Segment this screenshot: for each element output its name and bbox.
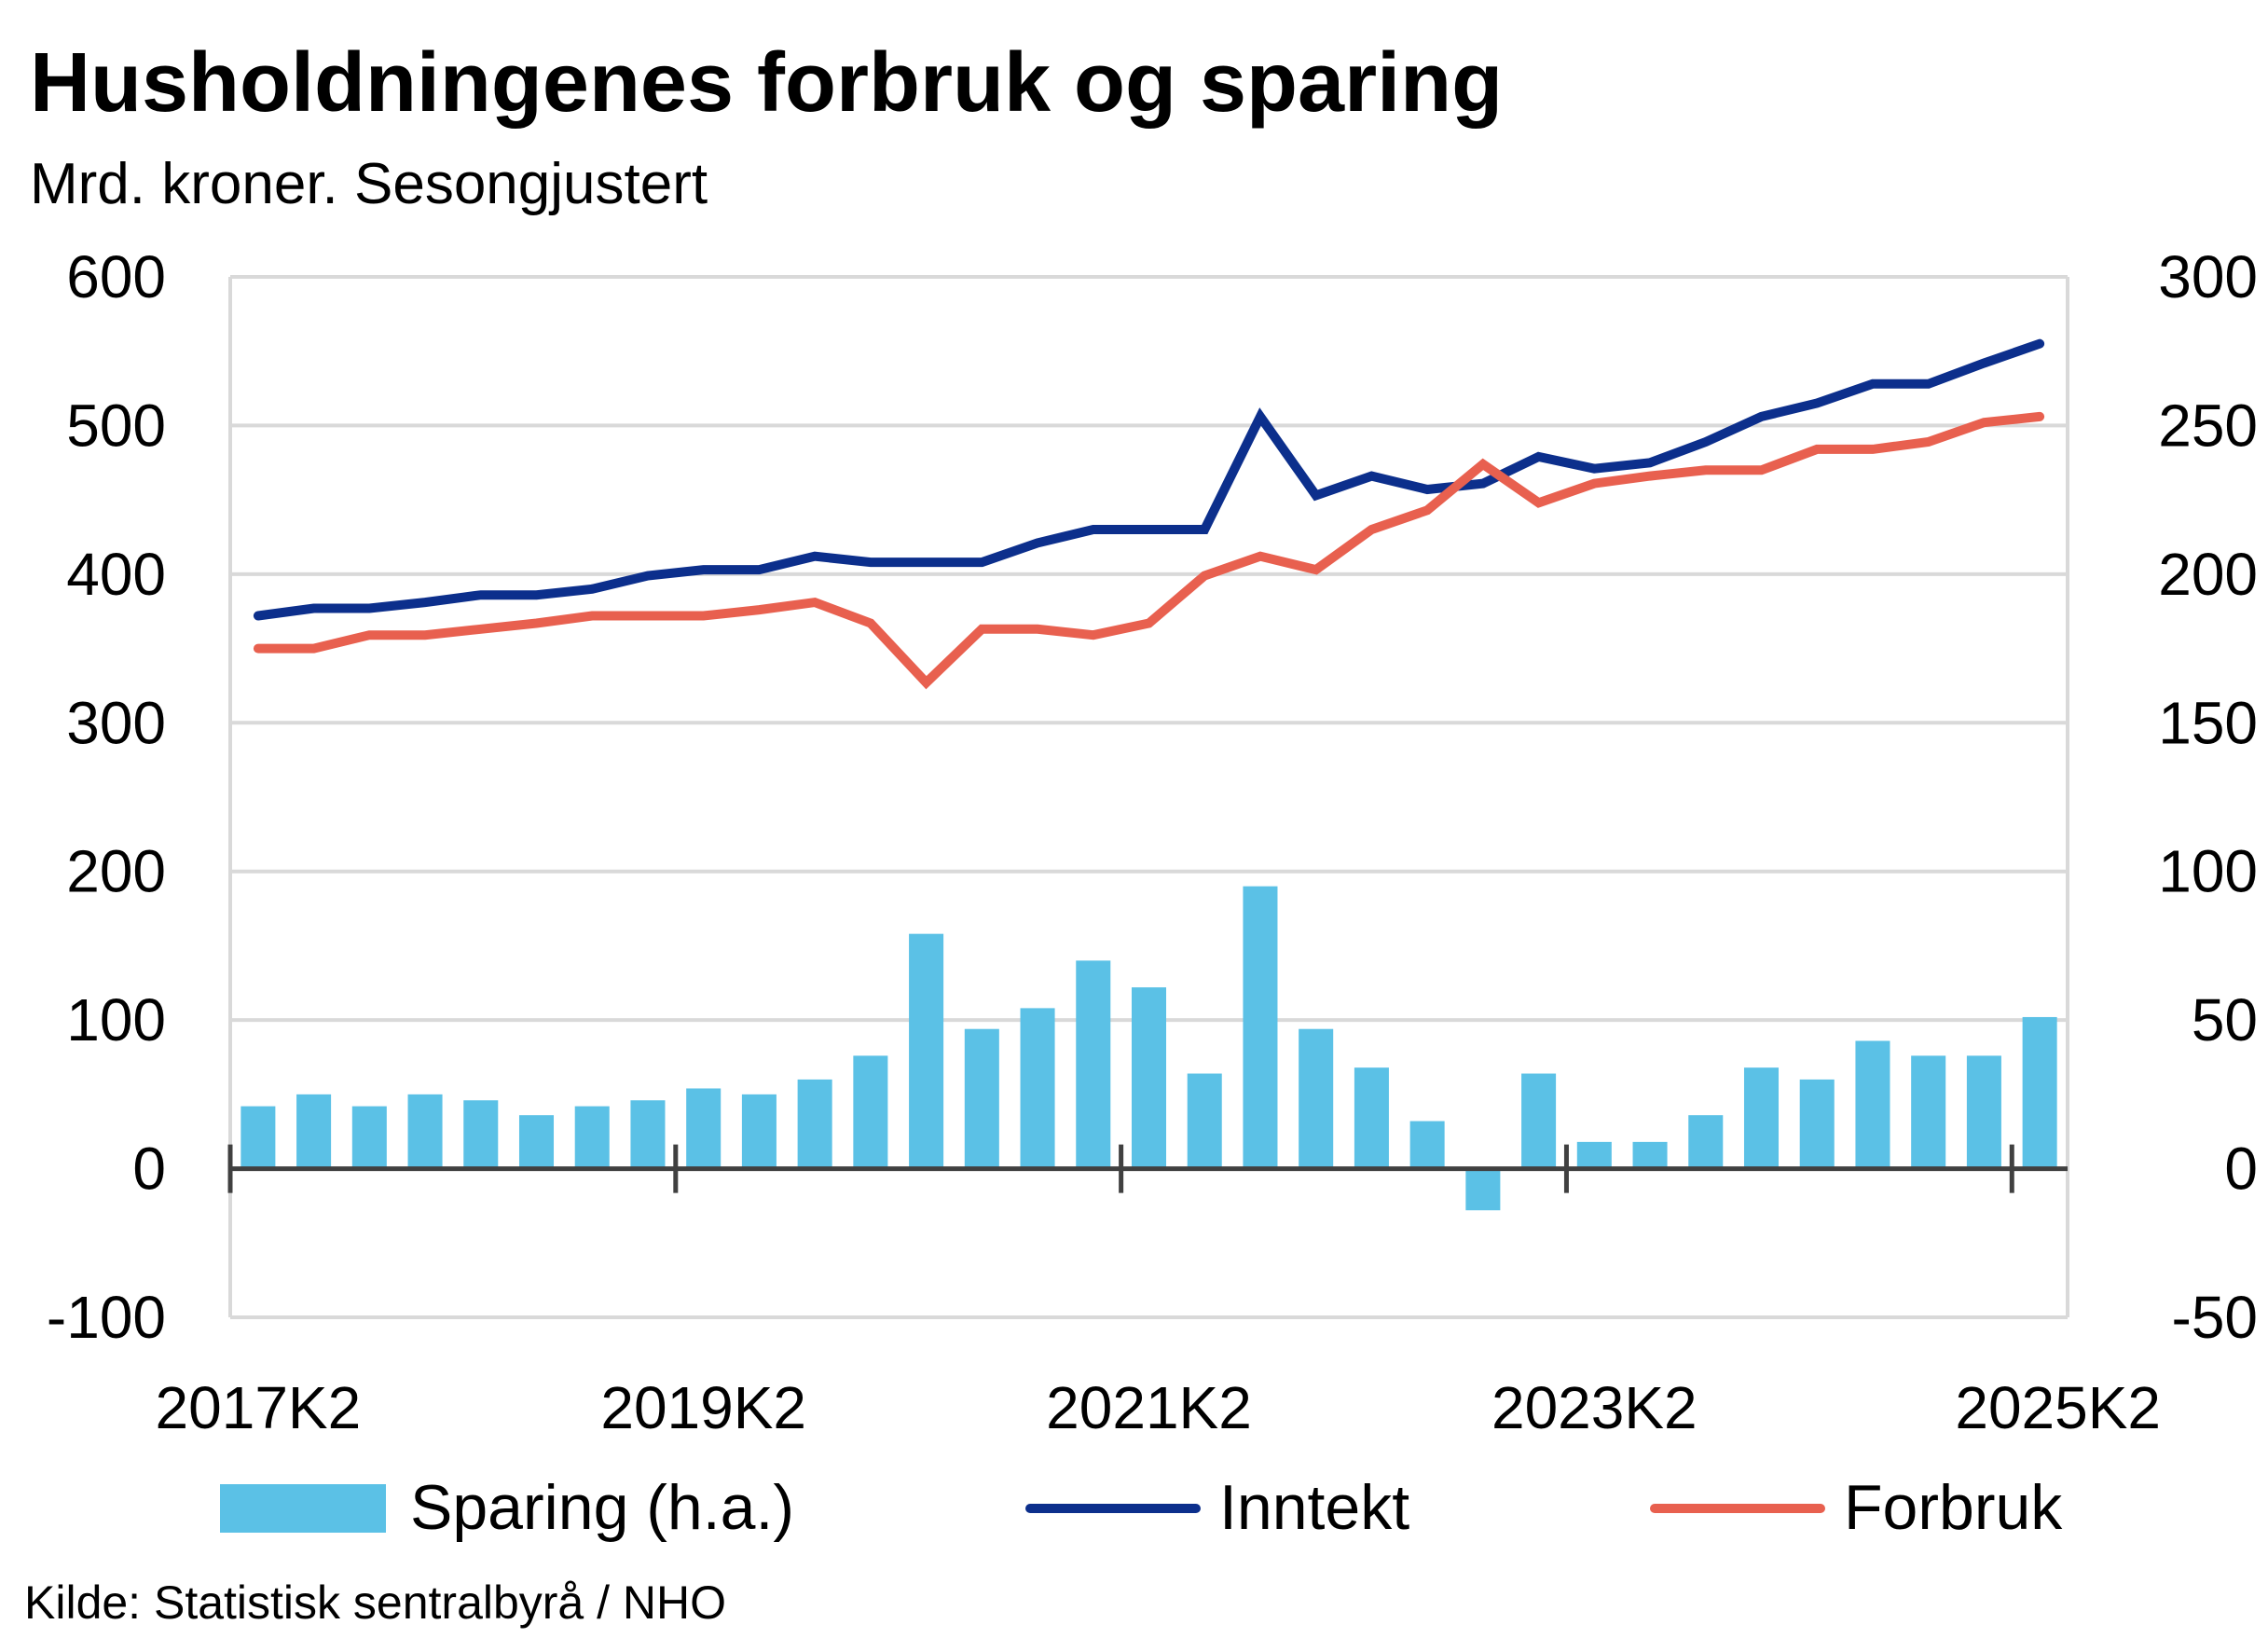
y-left-tick-label: 0 (132, 1136, 166, 1203)
sparing-bar (1799, 1079, 1835, 1169)
sparing-bar (518, 1115, 555, 1169)
sparing-bar (351, 1106, 387, 1169)
legend-swatch-sparing (220, 1484, 386, 1533)
x-tick-label: 2019K2 (600, 1374, 806, 1441)
chart-subtitle: Mrd. kroner. Sesongjustert (30, 152, 708, 216)
y-right-tick-label: 150 (2158, 689, 2258, 756)
sparing-bar (241, 1106, 276, 1169)
tick-labels: -100 0 100 200 300 400 500 600 -50 0 50 100 150 200 25… (47, 243, 2258, 1441)
x-tick-label: 2023K2 (1491, 1374, 1698, 1441)
sparing-bar (1576, 1141, 1612, 1169)
y-right-tick-label: 200 (2158, 541, 2258, 608)
sparing-bars (241, 886, 2057, 1211)
inntekt-line (253, 338, 2045, 621)
sparing-bar (2022, 1016, 2057, 1169)
sparing-bar (1521, 1073, 1557, 1169)
sparing-bar (1855, 1040, 1890, 1169)
legend-label-sparing: Sparing (h.a.) (410, 1472, 794, 1543)
y-right-tick-label: -50 (2172, 1284, 2259, 1351)
y-left-tick-label: -100 (47, 1284, 166, 1351)
legend-label-forbruk: Forbruk (1844, 1472, 2063, 1543)
x-tick-label: 2017K2 (156, 1374, 362, 1441)
legend: Sparing (h.a.) Inntekt Forbruk (220, 1472, 2063, 1543)
sparing-bar (964, 1028, 999, 1169)
forbruk-line (253, 411, 2045, 690)
sparing-bar (407, 1094, 443, 1169)
sparing-bar (1020, 1008, 1055, 1169)
sparing-bar (797, 1079, 832, 1169)
sparing-bar (1911, 1055, 1946, 1169)
sparing-bar (1465, 1168, 1501, 1211)
y-left-tick-label: 300 (66, 689, 166, 756)
sparing-bar (1688, 1115, 1724, 1169)
sparing-bar (1131, 987, 1167, 1169)
sparing-bar (909, 933, 944, 1169)
y-right-tick-label: 250 (2158, 392, 2258, 459)
y-left-tick-label: 400 (66, 541, 166, 608)
sparing-bar (1354, 1067, 1389, 1169)
sparing-bar (574, 1106, 610, 1169)
y-right-tick-label: 100 (2158, 838, 2258, 905)
sparing-bar (686, 1088, 722, 1169)
x-tick-label: 2021K2 (1046, 1374, 1252, 1441)
x-axis (227, 1144, 2068, 1193)
y-left-tick-label: 500 (66, 392, 166, 459)
source-note: Kilde: Statistisk sentralbyrå / NHO (24, 1576, 727, 1629)
sparing-bar (463, 1100, 499, 1169)
sparing-bar (630, 1100, 666, 1169)
sparing-bar (1409, 1121, 1445, 1169)
sparing-bar (1743, 1067, 1780, 1169)
grid-lines (228, 275, 2069, 1319)
sparing-bar (296, 1094, 332, 1169)
y-left-tick-label: 600 (66, 243, 166, 310)
sparing-bar (741, 1094, 777, 1169)
legend-label-inntekt: Inntekt (1219, 1472, 1409, 1543)
x-tick-label: 2025K2 (1955, 1374, 2161, 1441)
chart-title: Husholdningenes forbruk og sparing (30, 36, 1504, 130)
y-right-tick-label: 0 (2224, 1136, 2258, 1203)
sparing-bar (1187, 1073, 1222, 1169)
sparing-bar (1966, 1055, 2001, 1169)
y-left-tick-label: 100 (66, 986, 166, 1053)
y-right-tick-label: 50 (2192, 986, 2258, 1053)
sparing-bar (1632, 1141, 1668, 1169)
sparing-bar (1076, 960, 1111, 1169)
sparing-bar (1243, 886, 1278, 1169)
y-left-tick-label: 200 (66, 838, 166, 905)
series-lines (253, 338, 2045, 690)
y-right-tick-label: 300 (2158, 243, 2258, 310)
sparing-bar (853, 1055, 888, 1169)
sparing-bar (1299, 1028, 1334, 1169)
